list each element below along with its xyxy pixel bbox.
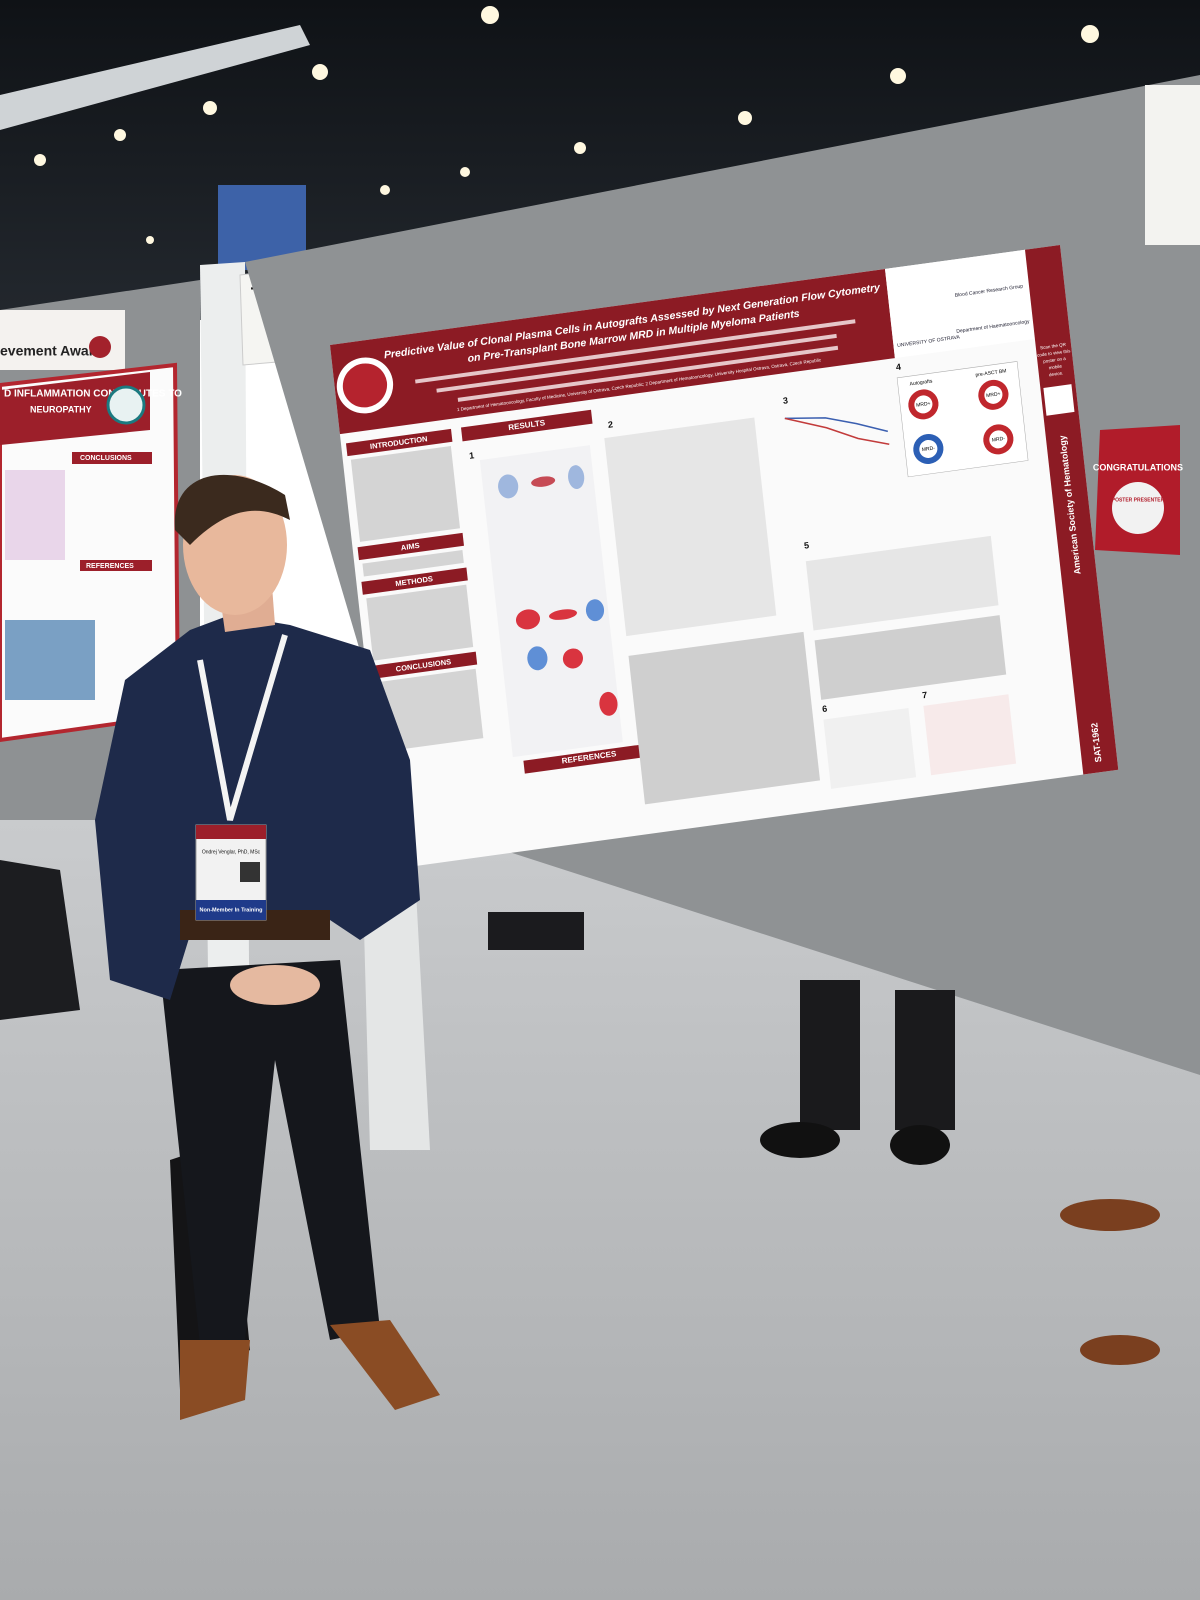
qr-line: poster on a: [1043, 356, 1066, 364]
badge-name: Ondrej Venglar, PhD, MSc: [202, 849, 261, 855]
poster-id: SAT-1962: [1089, 722, 1103, 763]
badge-type: Non-Member In Training: [200, 907, 263, 913]
congrats-badge: [1112, 482, 1164, 534]
diagram-box: [896, 361, 1029, 478]
congrats-title: CONGRATULATIONS: [1093, 462, 1183, 472]
left-poster-title: D INFLAMMATION CONTRIBUTES TO: [4, 389, 182, 400]
author-lines: [415, 319, 856, 402]
figure-number: 6: [822, 703, 828, 714]
hands: [230, 965, 320, 1005]
hair: [174, 474, 290, 545]
side-sign: [1145, 85, 1200, 245]
section-header: [357, 532, 464, 561]
results-header: [460, 409, 593, 442]
tables: [604, 417, 999, 637]
figure-number: 3: [782, 395, 788, 406]
qr-code: [1043, 384, 1075, 416]
trousers: [160, 960, 380, 1345]
qr-line: mobile: [1048, 363, 1062, 370]
left-poster-title: NEUROPATHY: [30, 404, 92, 414]
paired-plot: [923, 694, 1017, 776]
qr-line: code to view this: [1037, 348, 1071, 358]
diagram-label: MRD+: [916, 401, 931, 409]
section-header: [370, 651, 478, 679]
diagram-ring: [984, 385, 1003, 404]
references-header: [523, 742, 655, 774]
qr-line: device.: [1049, 370, 1064, 377]
shoe: [330, 1320, 440, 1410]
km-curve: [784, 417, 890, 446]
qr-line: Scan the QR: [1040, 342, 1067, 351]
poster-header: [330, 268, 895, 435]
shoe: [180, 1340, 250, 1420]
figure-number: 5: [804, 540, 810, 551]
figure-number: 7: [922, 690, 928, 701]
badge-qr: [240, 862, 260, 882]
figure-numbers: 1 2 3 4 5 6 7: [469, 362, 928, 714]
lanyard: [197, 634, 288, 821]
diagram-label: MRD-: [922, 445, 936, 453]
ash-seal-inner: [342, 363, 388, 408]
section-text: [362, 549, 464, 577]
section-text: [350, 446, 460, 542]
diagram-label: pre-ASCT BM: [975, 368, 1007, 378]
figure-number: 2: [607, 419, 613, 430]
left-section-label: CONCLUSIONS: [80, 455, 132, 462]
poster: Predictive Value of Clonal Plasma Cells …: [330, 244, 1119, 870]
left-poster-header: [0, 372, 150, 445]
flow-plots: [479, 445, 623, 758]
diagram-label: MRD+: [986, 391, 1001, 399]
section-header: [345, 428, 453, 457]
figure-number: 1: [469, 450, 475, 461]
section-text: [375, 668, 484, 752]
scatter-plot: [823, 707, 917, 789]
section-label: AIMS: [400, 541, 420, 552]
badge-type-band: [196, 900, 266, 920]
side-banner: [1025, 244, 1119, 775]
section-text: [366, 584, 474, 661]
diagram-label: Autografts: [909, 378, 933, 387]
ceiling-lights: [34, 6, 1099, 244]
congrats-subtitle: POSTER PRESENTER: [1112, 497, 1165, 503]
ceiling-beam: [0, 25, 310, 130]
background-people: [488, 912, 1160, 1365]
logo-panel: [885, 249, 1035, 359]
left-section-label: REFERENCES: [86, 563, 134, 570]
km-curve: [784, 417, 889, 433]
diagram-ring: [914, 395, 933, 414]
backpack: [0, 860, 80, 1020]
badge-header: [196, 825, 266, 839]
left-section-header: [72, 452, 152, 464]
diagram-label: MRD-: [992, 436, 1006, 444]
body-text: [628, 615, 1007, 805]
diagram-ring: [919, 439, 938, 458]
section-header: [361, 567, 468, 595]
left-section-header: [80, 560, 152, 571]
shirt: [95, 615, 420, 1000]
left-poster-figures: [5, 470, 95, 700]
presenter: Ondrej Venglar, PhD, MSc Non-Member In T…: [95, 474, 440, 1420]
figure-number: 4: [895, 362, 901, 373]
ash-logo: [89, 336, 111, 358]
award-text: evement Award: [0, 343, 103, 359]
left-poster-logo: [106, 385, 146, 425]
diagram-ring: [989, 430, 1008, 449]
